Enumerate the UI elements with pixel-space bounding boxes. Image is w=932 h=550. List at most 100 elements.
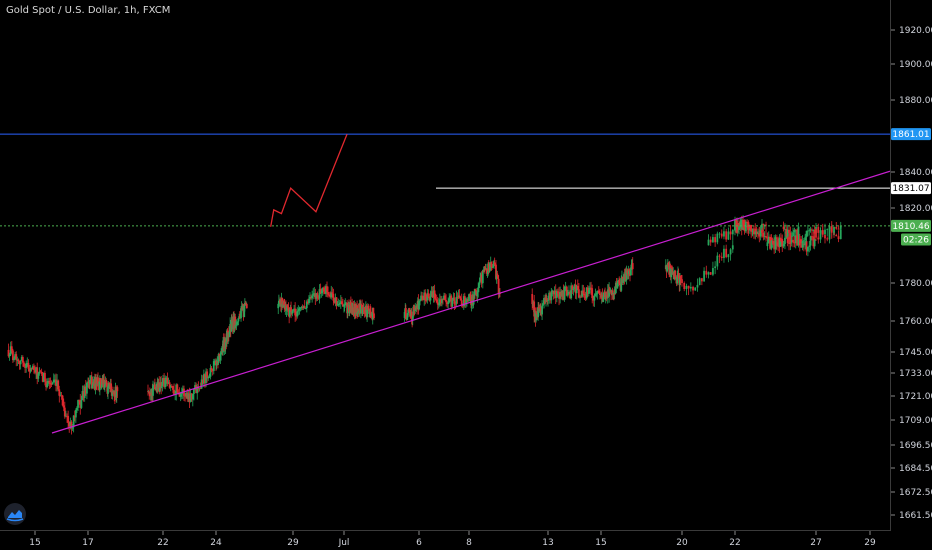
candle-body [432,290,435,298]
candle-body [559,291,562,299]
candle-body [291,310,294,314]
candle-body [542,303,545,305]
price-tag-1 [891,182,931,195]
price-tag-label: 1861.01 [892,130,929,140]
candle-body [766,242,769,247]
candle-body [419,300,421,302]
candle-body [59,395,62,397]
price-tick-label: 1840.00 [899,168,932,178]
candle-body [835,234,838,237]
tradingview-logo-icon[interactable] [4,503,26,525]
candle-body [751,231,754,233]
candle-body [622,279,625,283]
candle-body [194,385,196,390]
candle-body [160,386,163,388]
candle-body [535,312,538,321]
candle-body [407,309,410,314]
candle-body [237,318,240,322]
candle-body [587,289,590,294]
candle-body [554,290,557,298]
candles [7,215,842,435]
candle-body [497,276,499,279]
candle-body [200,379,203,389]
candle-body [24,366,26,368]
candle-body [750,224,753,232]
candle-body [15,354,18,361]
candle-body [32,366,35,370]
candle-body [631,263,634,270]
candle-body [793,229,796,233]
candle-body [186,392,189,400]
candle-body [448,298,451,303]
candle-body [337,303,340,305]
candle-body [755,232,758,234]
candle-body [582,290,585,294]
candle-body [481,270,484,284]
candle-body [37,373,40,379]
candle-body [573,284,576,289]
candle-body [784,229,786,230]
candle-body [184,395,186,397]
candle-body [578,289,580,298]
candle-body [808,230,811,232]
candle-body [191,393,194,400]
candle-body [336,304,339,306]
candle-body [165,377,168,380]
candle-body [437,304,440,306]
candle-body [550,292,553,301]
candle-body [812,229,815,231]
candle-body [211,370,214,372]
candle-body [160,382,163,388]
candle-body [104,381,107,385]
candle-body [60,395,63,397]
candle-body [422,296,425,301]
candle-body [480,274,483,283]
candle-body [807,230,809,232]
price-tag-3 [901,233,931,246]
candle-body [317,297,320,299]
candle-body [564,286,567,288]
candle-body [780,239,782,247]
price-tick-label: 1733.00 [899,369,932,379]
candle-body [187,393,190,400]
candle-body [321,287,324,291]
candle-body [320,290,323,294]
candle-body [720,256,723,259]
candle-body [541,304,544,306]
candle-body [18,361,21,365]
candle-body [716,233,719,243]
candle-body [243,305,246,318]
candle-body [303,306,306,309]
price-tick-label: 1696.50 [899,441,932,451]
candle-body [824,234,826,239]
candle-body [830,226,833,233]
candle-body [234,324,237,326]
candle-body [491,267,494,268]
candle-body [489,262,491,271]
candle-body [41,373,44,382]
candle-body [330,292,333,298]
candle-body [763,236,766,237]
candle-body [406,317,409,320]
candle-body [813,238,816,247]
candle-body [358,310,360,313]
candle-body [87,381,90,383]
candle-body [217,354,220,364]
candle-body [454,303,457,305]
candle-body [606,297,608,299]
candle-body [290,307,292,313]
candle-body [545,298,548,301]
candle-body [616,280,619,283]
candle-body [727,231,730,240]
candle-body [488,270,491,272]
candle-body [765,236,767,238]
candle-body [709,239,712,243]
candle-body [373,313,375,318]
candle-body [36,367,39,379]
time-tick-label: Jul [338,538,350,548]
candle-body [277,303,280,309]
candle-body [235,322,238,325]
candle-body [439,299,442,303]
candle-body [30,368,33,370]
